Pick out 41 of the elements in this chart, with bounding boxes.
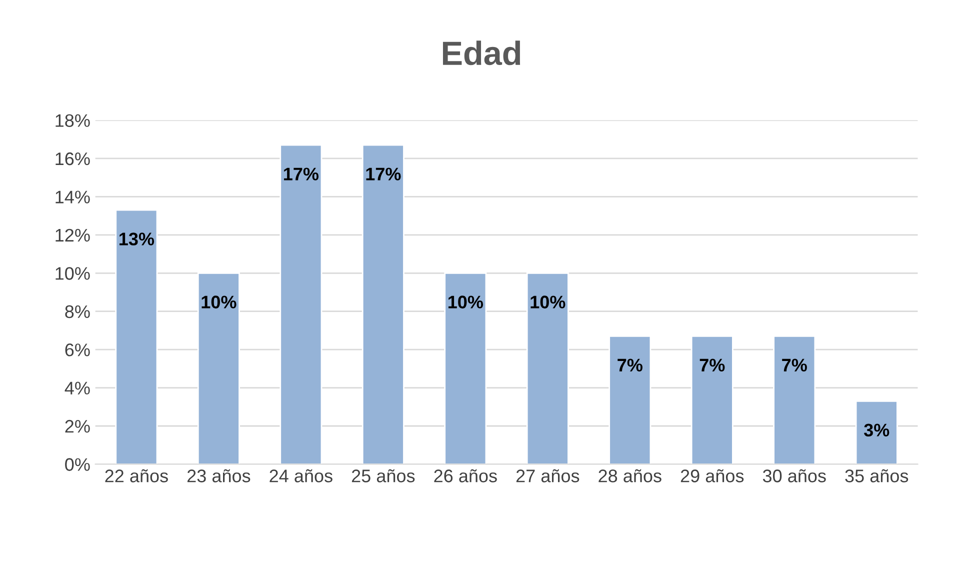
chart-title: Edad xyxy=(442,40,520,66)
y-tick-label: 8% xyxy=(65,305,90,318)
data-label: 7% xyxy=(782,358,807,372)
bar xyxy=(197,272,240,464)
bar xyxy=(444,272,487,464)
data-label: 7% xyxy=(700,358,725,372)
x-tick-label: 26 años xyxy=(434,469,497,482)
x-tick-label: 25 años xyxy=(352,469,415,482)
x-tick-label: 30 años xyxy=(762,469,826,482)
bar xyxy=(773,335,816,464)
bar xyxy=(526,272,569,464)
x-tick-label: 27 años xyxy=(516,469,580,482)
data-label: 17% xyxy=(284,168,319,180)
x-tick-label: 28 años xyxy=(598,469,662,482)
x-tick-label: 24 años xyxy=(270,469,332,482)
y-tick-label: 10% xyxy=(56,267,90,280)
x-tick-label: 29 años xyxy=(680,469,744,482)
data-label: 10% xyxy=(448,296,484,308)
y-tick-label: 18% xyxy=(56,114,90,127)
bar xyxy=(690,335,734,464)
bar xyxy=(280,144,322,464)
y-tick-label: 16% xyxy=(56,152,90,166)
data-label: 13% xyxy=(120,232,154,246)
y-tick-label: 0% xyxy=(65,458,90,471)
bar xyxy=(855,400,898,464)
y-tick-label: 14% xyxy=(56,190,90,204)
x-tick-label: 22 años xyxy=(105,469,168,482)
bar xyxy=(362,144,404,464)
data-label: 3% xyxy=(864,424,890,437)
y-tick-label: 6% xyxy=(65,344,90,356)
x-tick-label: 35 años xyxy=(845,469,908,482)
data-label: 10% xyxy=(202,296,236,308)
y-tick-label: 4% xyxy=(64,382,90,394)
data-label: 7% xyxy=(618,358,642,372)
bar xyxy=(115,209,158,464)
bar xyxy=(608,335,652,464)
y-tick-label: 2% xyxy=(65,420,90,433)
x-tick-label: 23 años xyxy=(187,469,250,482)
data-label: 17% xyxy=(366,168,401,180)
y-tick-label: 12% xyxy=(56,228,90,242)
data-label: 10% xyxy=(530,296,566,308)
